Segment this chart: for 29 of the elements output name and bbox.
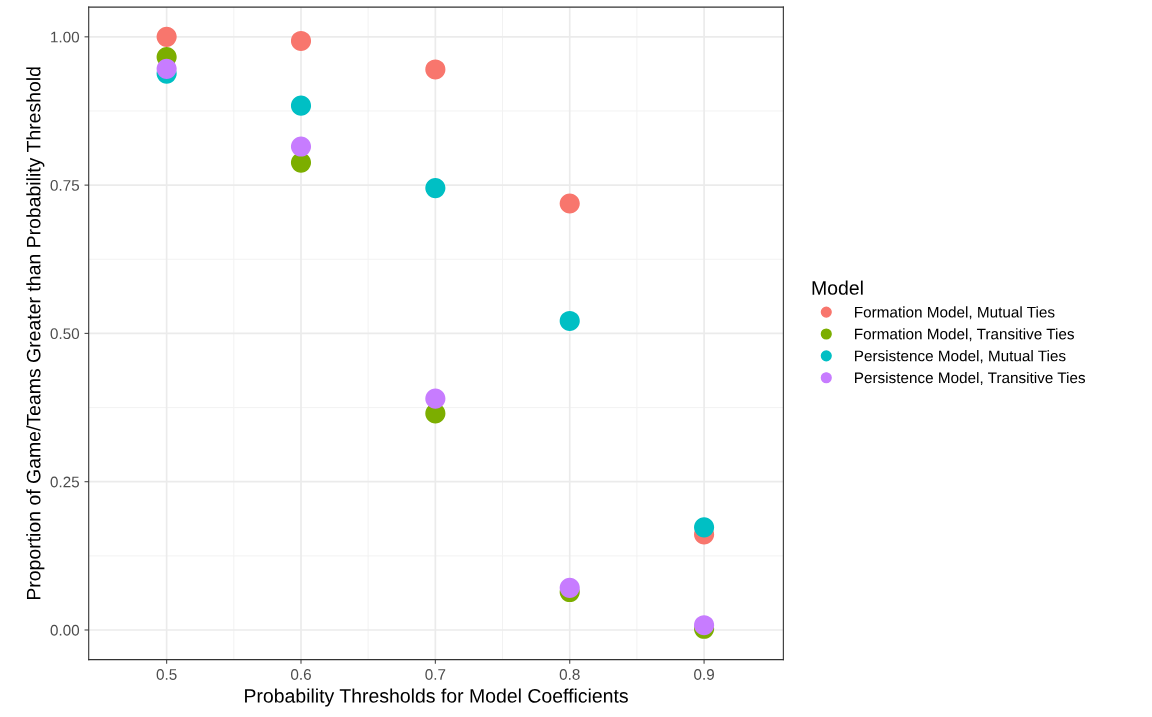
point [425, 388, 446, 409]
x-tick-label: 0.9 [694, 669, 714, 680]
x-tick-label: 0.7 [425, 669, 446, 680]
point [290, 136, 312, 157]
point [425, 59, 446, 80]
point [559, 310, 580, 332]
y-tick-label: 0.25 [50, 476, 80, 488]
y-tick-label: 1.00 [51, 31, 80, 43]
point [156, 26, 177, 47]
y-tick-label: 0.50 [50, 328, 80, 340]
x-tick-label: 0.8 [559, 669, 580, 680]
point [559, 577, 580, 598]
x-tick-label: 0.6 [290, 669, 311, 680]
legend-title: Model [812, 280, 863, 295]
point [694, 517, 715, 538]
y-tick-label: 0.00 [50, 624, 80, 636]
y-tick-label: 0.75 [50, 179, 80, 191]
x-axis-title: Probability Thresholds for Model Coefficients [245, 688, 628, 707]
point [156, 58, 177, 79]
x-tick-label: 0.5 [156, 669, 177, 680]
legend-label: Persistence Model, Mutual Ties [855, 350, 1066, 364]
legend-label: Formation Model, Transitive Ties [855, 328, 1074, 342]
point [425, 178, 446, 199]
legend-label: Formation Model, Mutual Ties [855, 306, 1055, 320]
point [290, 30, 312, 52]
point [290, 95, 312, 116]
legend-label: Persistence Model, Transitive Ties [855, 371, 1086, 386]
point [559, 193, 580, 214]
y-axis-title: Proportion of Game/Teams Greater than Probability Threshold [26, 67, 45, 600]
